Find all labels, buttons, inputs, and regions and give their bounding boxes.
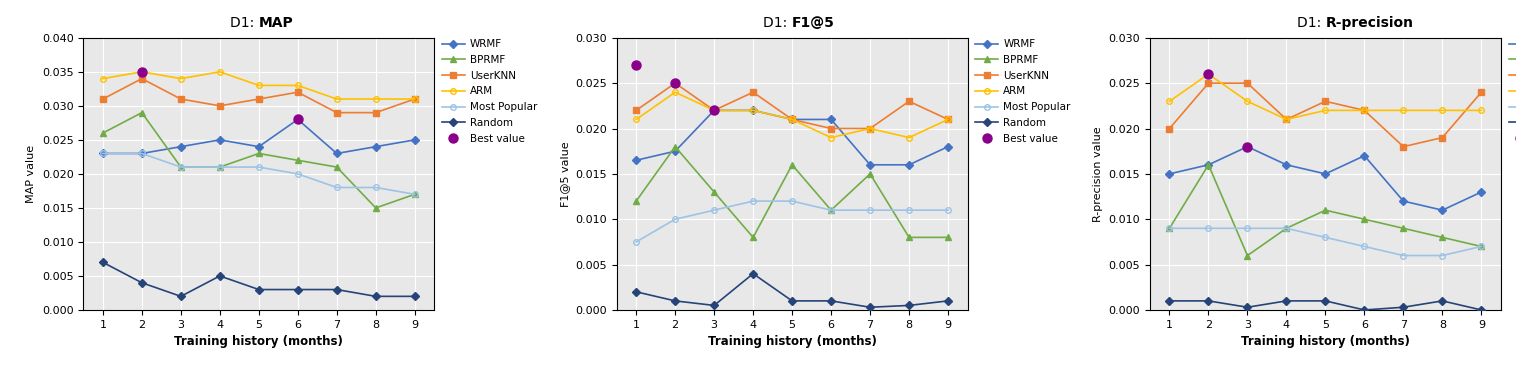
Text: D1:: D1: <box>1296 15 1325 29</box>
Y-axis label: F1@5 value: F1@5 value <box>559 141 570 207</box>
Y-axis label: R-precision value: R-precision value <box>1093 126 1104 222</box>
Legend: WRMF, BPRMF, UserKNN, ARM, Most Popular, Random, Best value: WRMF, BPRMF, UserKNN, ARM, Most Popular,… <box>972 35 1075 148</box>
Text: R-precision: R-precision <box>1325 15 1413 29</box>
X-axis label: Training history (months): Training history (months) <box>1242 335 1410 348</box>
Legend: WRMF, BPRMF, UserKNN, ARM, Most Popular, Random, Best value: WRMF, BPRMF, UserKNN, ARM, Most Popular,… <box>438 35 541 148</box>
Legend: WRMF, BPRMF, UserKNN, ARM, Most Popular, Random, Best value: WRMF, BPRMF, UserKNN, ARM, Most Popular,… <box>1504 35 1516 148</box>
Text: D1:: D1: <box>230 15 259 29</box>
Text: MAP: MAP <box>259 15 294 29</box>
Text: D1:: D1: <box>764 15 791 29</box>
Text: F1@5: F1@5 <box>791 15 835 29</box>
X-axis label: Training history (months): Training history (months) <box>174 335 343 348</box>
X-axis label: Training history (months): Training history (months) <box>708 335 876 348</box>
Y-axis label: MAP value: MAP value <box>26 145 36 203</box>
